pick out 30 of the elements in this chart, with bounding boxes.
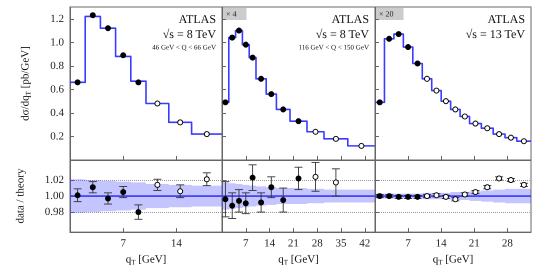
y-tick-label: 0.2: [50, 130, 64, 142]
y-tick-label: 0.98: [44, 206, 64, 218]
x-tick-label: 28: [312, 238, 324, 250]
annotation: √s = 8 TeV: [316, 27, 370, 41]
annotation: ATLAS: [488, 12, 525, 26]
annotation: ATLAS: [178, 12, 216, 26]
annotation: ATLAS: [332, 12, 369, 26]
annotation: × 4: [226, 10, 237, 18]
x-tick-label: 42: [359, 238, 370, 250]
y-tick-label: 0.8: [50, 60, 64, 72]
x-tick-label: 21: [288, 238, 299, 250]
y-tick-label: 1.2: [50, 12, 64, 25]
y-axis-title: data / theory: [14, 168, 26, 224]
x-tick-label: 21: [468, 238, 480, 250]
x-tick-label: 14: [264, 238, 276, 250]
y-tick-label: 0.4: [50, 106, 64, 119]
y-tick-label: 0.6: [50, 83, 64, 96]
y-tick-label: 1.02: [44, 174, 64, 186]
y-tick-label: 1.00: [44, 190, 64, 202]
x-tick-label: 14: [170, 238, 182, 250]
x-tick-label: 35: [336, 238, 347, 250]
x-tick-label: 14: [436, 238, 448, 250]
y-tick-label: 1.0: [50, 36, 64, 48]
x-tick-label: 7: [243, 238, 250, 250]
x-tick-label: 7: [120, 238, 126, 250]
x-tick-label: 7: [405, 238, 412, 250]
annotation: √s = 13 TeV: [466, 27, 526, 41]
annotation: × 20: [379, 10, 394, 18]
x-tick-label: 28: [502, 238, 514, 250]
annotation: √s = 8 TeV: [162, 27, 216, 41]
